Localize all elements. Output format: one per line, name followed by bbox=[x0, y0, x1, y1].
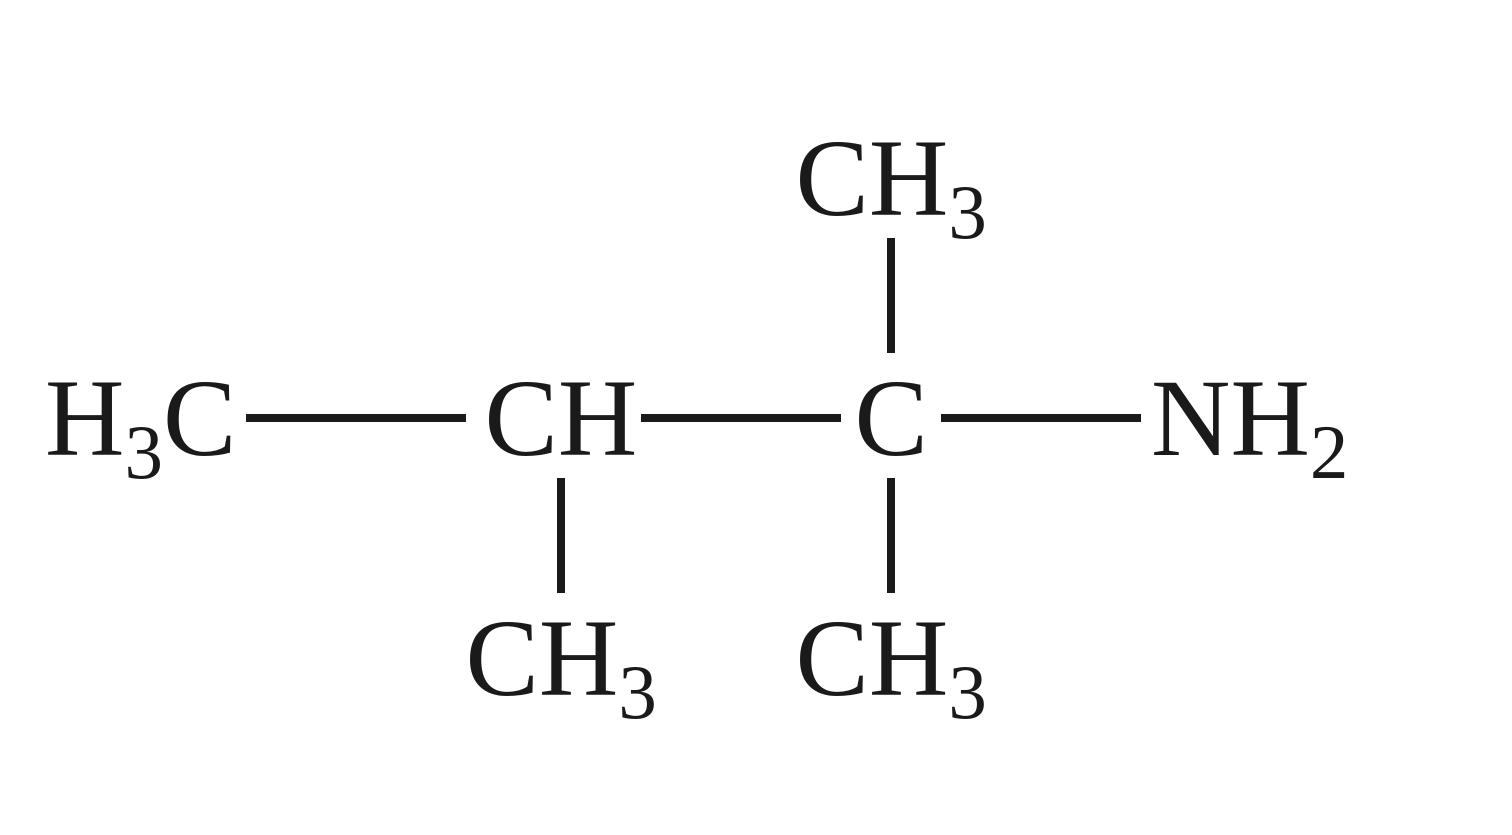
bond-4 bbox=[887, 478, 895, 593]
atom-nh2: NH2 bbox=[1151, 363, 1348, 473]
bond-0 bbox=[246, 414, 466, 422]
bond-1 bbox=[641, 414, 841, 422]
atom-h3c: H3C bbox=[45, 363, 236, 473]
atom-top_ch3: CH3 bbox=[796, 123, 987, 233]
atom-c_mid: C bbox=[855, 363, 928, 473]
atom-bot_ch3_r: CH3 bbox=[796, 603, 987, 713]
atom-bot_ch3_l: CH3 bbox=[466, 603, 657, 713]
atom-ch_mid: CH bbox=[485, 363, 638, 473]
bond-5 bbox=[557, 478, 565, 593]
bond-2 bbox=[941, 414, 1141, 422]
bond-3 bbox=[887, 238, 895, 353]
